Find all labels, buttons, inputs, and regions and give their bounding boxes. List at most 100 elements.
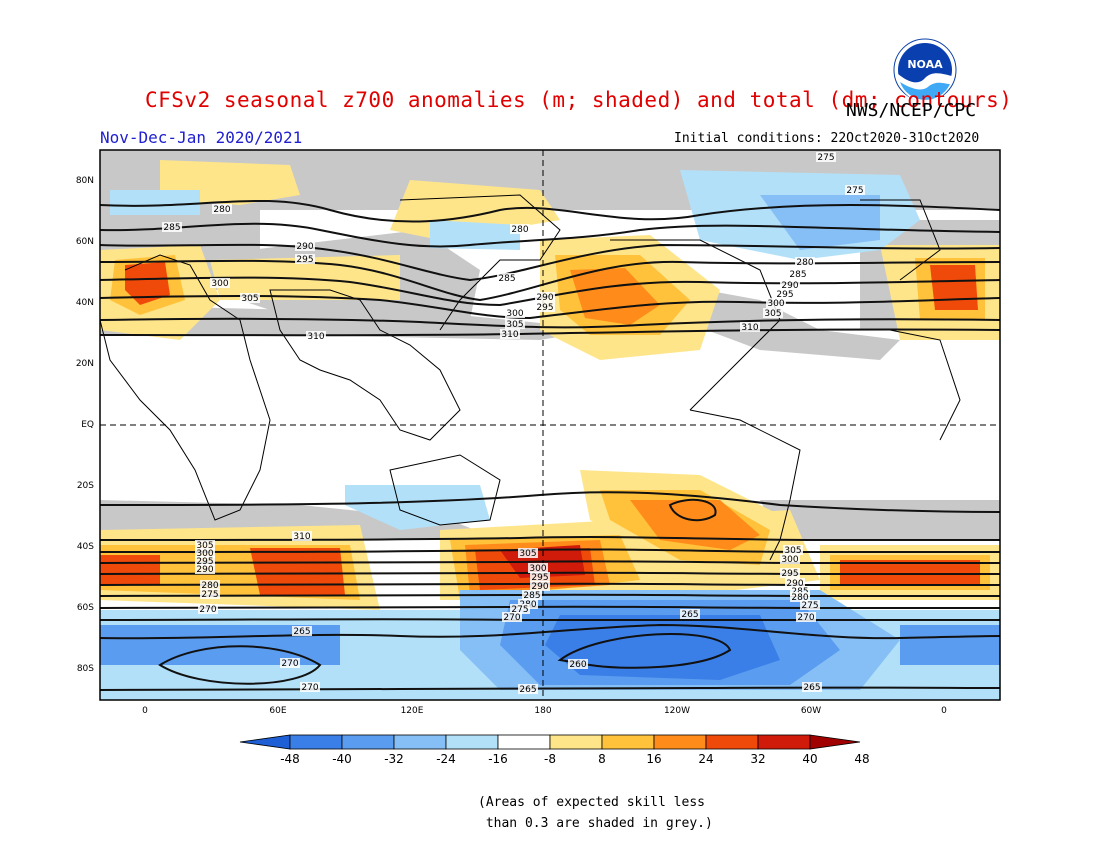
contour-label-bg [845, 185, 865, 195]
contour-label-bg [195, 564, 215, 574]
colorbar-swatch [341, 734, 395, 750]
contour-label-bg [195, 548, 215, 558]
contour-label: 275 [846, 186, 863, 196]
lat-label: 40N [75, 298, 94, 308]
contour-label: 310 [293, 532, 310, 542]
contour-label-bg [292, 531, 312, 541]
contour-label-bg [505, 319, 525, 329]
lon-label: 0 [142, 706, 148, 716]
contour-label: 280 [791, 593, 808, 603]
contour-label-bg [740, 322, 760, 332]
lon-label: 60E [269, 706, 287, 716]
contour-label: 275 [817, 153, 834, 163]
colorbar-label: -32 [384, 752, 404, 766]
colorbar-swatch [549, 734, 603, 750]
colorbar: -48 -40 -32 -24 -16 -8 8 16 24 32 40 48 [239, 734, 870, 766]
contour-label: 270 [503, 613, 520, 623]
colorbar-swatch [445, 734, 499, 750]
contour-label: 265 [519, 685, 536, 695]
lat-label: 60S [76, 603, 94, 613]
lon-label: 0 [941, 706, 947, 716]
contour-label: 295 [781, 569, 798, 579]
contour-label: 300 [767, 299, 784, 309]
season-label: Nov-Dec-Jan 2020/2021 [100, 128, 303, 147]
contour-label-bg [535, 302, 555, 312]
contour-label-bg [295, 241, 315, 251]
colorbar-label: 48 [854, 752, 869, 766]
colorbar-swatch [289, 734, 343, 750]
contour-label-bg [195, 540, 215, 550]
contour-label: 295 [531, 573, 548, 583]
lat-label: EQ [81, 420, 94, 430]
lat-label: 80S [76, 664, 94, 674]
noaa-logo-text: NOAA [907, 58, 943, 71]
contour-label-bg [530, 572, 550, 582]
initial-conditions-label: Initial conditions: 22Oct2020-31Oct2020 [674, 131, 980, 146]
contour-label: 295 [196, 557, 213, 567]
lat-label: 40S [76, 542, 94, 552]
contour-label: 270 [797, 613, 814, 623]
contour-label: 305 [784, 546, 801, 556]
contour-label-bg [568, 659, 588, 669]
contour-label: 285 [523, 591, 540, 601]
contour-label: 275 [801, 601, 818, 611]
contour-label-bg [292, 626, 312, 636]
contour-label: 285 [163, 223, 180, 233]
contour-label-bg [763, 308, 783, 318]
contour-label-bg [502, 612, 522, 622]
lon-label: 120W [663, 706, 691, 716]
contour-label-bg [780, 568, 800, 578]
contour-label-bg [162, 222, 182, 232]
contour-label-bg [510, 224, 530, 234]
contour-label: 285 [789, 270, 806, 280]
contour-label-bg [510, 604, 530, 614]
contour-label-bg [766, 298, 786, 308]
contour-label-bg [198, 604, 218, 614]
coastlines [100, 194, 961, 561]
contour-label: 310 [307, 332, 324, 342]
contour-label: 300 [506, 309, 523, 319]
contour-label-bg [788, 269, 808, 279]
contour-label: 270 [199, 605, 216, 615]
contour-label: 280 [796, 258, 813, 268]
contour-label: 295 [536, 303, 553, 313]
contour-label-bg [790, 586, 810, 596]
lat-label: 80N [75, 176, 94, 186]
contour-label: 300 [211, 279, 228, 289]
contour-label: 270 [281, 659, 298, 669]
contour-label-bg [780, 280, 800, 290]
lat-label: 60N [75, 237, 94, 247]
contour-label-bg [785, 578, 805, 588]
contour-label: 295 [776, 290, 793, 300]
contour-label-bg [518, 684, 538, 694]
contour-label-bg [200, 589, 220, 599]
contour-label-bg [195, 556, 215, 566]
contour-label: 310 [741, 323, 758, 333]
contour-label-bg [795, 257, 815, 267]
contour-label-bg [802, 682, 822, 692]
contour-label-bg [500, 329, 520, 339]
lon-label: 120E [400, 706, 424, 716]
lon-label: 60W [800, 706, 822, 716]
footnote: (Areas of expected skill less than 0.3 a… [478, 795, 713, 831]
contour-label: 305 [519, 549, 536, 559]
contour-label: 275 [201, 590, 218, 600]
colorbar-swatch [757, 734, 811, 750]
colorbar-swatch [393, 734, 447, 750]
height-contours [100, 199, 1000, 691]
contour-label: 265 [681, 610, 698, 620]
contour-label: 290 [536, 293, 553, 303]
colorbar-label: -48 [280, 752, 300, 766]
colorbar-arrow-low [239, 734, 291, 750]
contour-label: 295 [296, 255, 313, 265]
colorbar-swatch [653, 734, 707, 750]
contour-label-bg [780, 554, 800, 564]
lat-label: 20N [75, 359, 94, 369]
contour-label: 290 [786, 579, 803, 589]
contour-label-bg [530, 581, 550, 591]
contour-label-bg [816, 152, 836, 162]
contour-label: 305 [506, 320, 523, 330]
